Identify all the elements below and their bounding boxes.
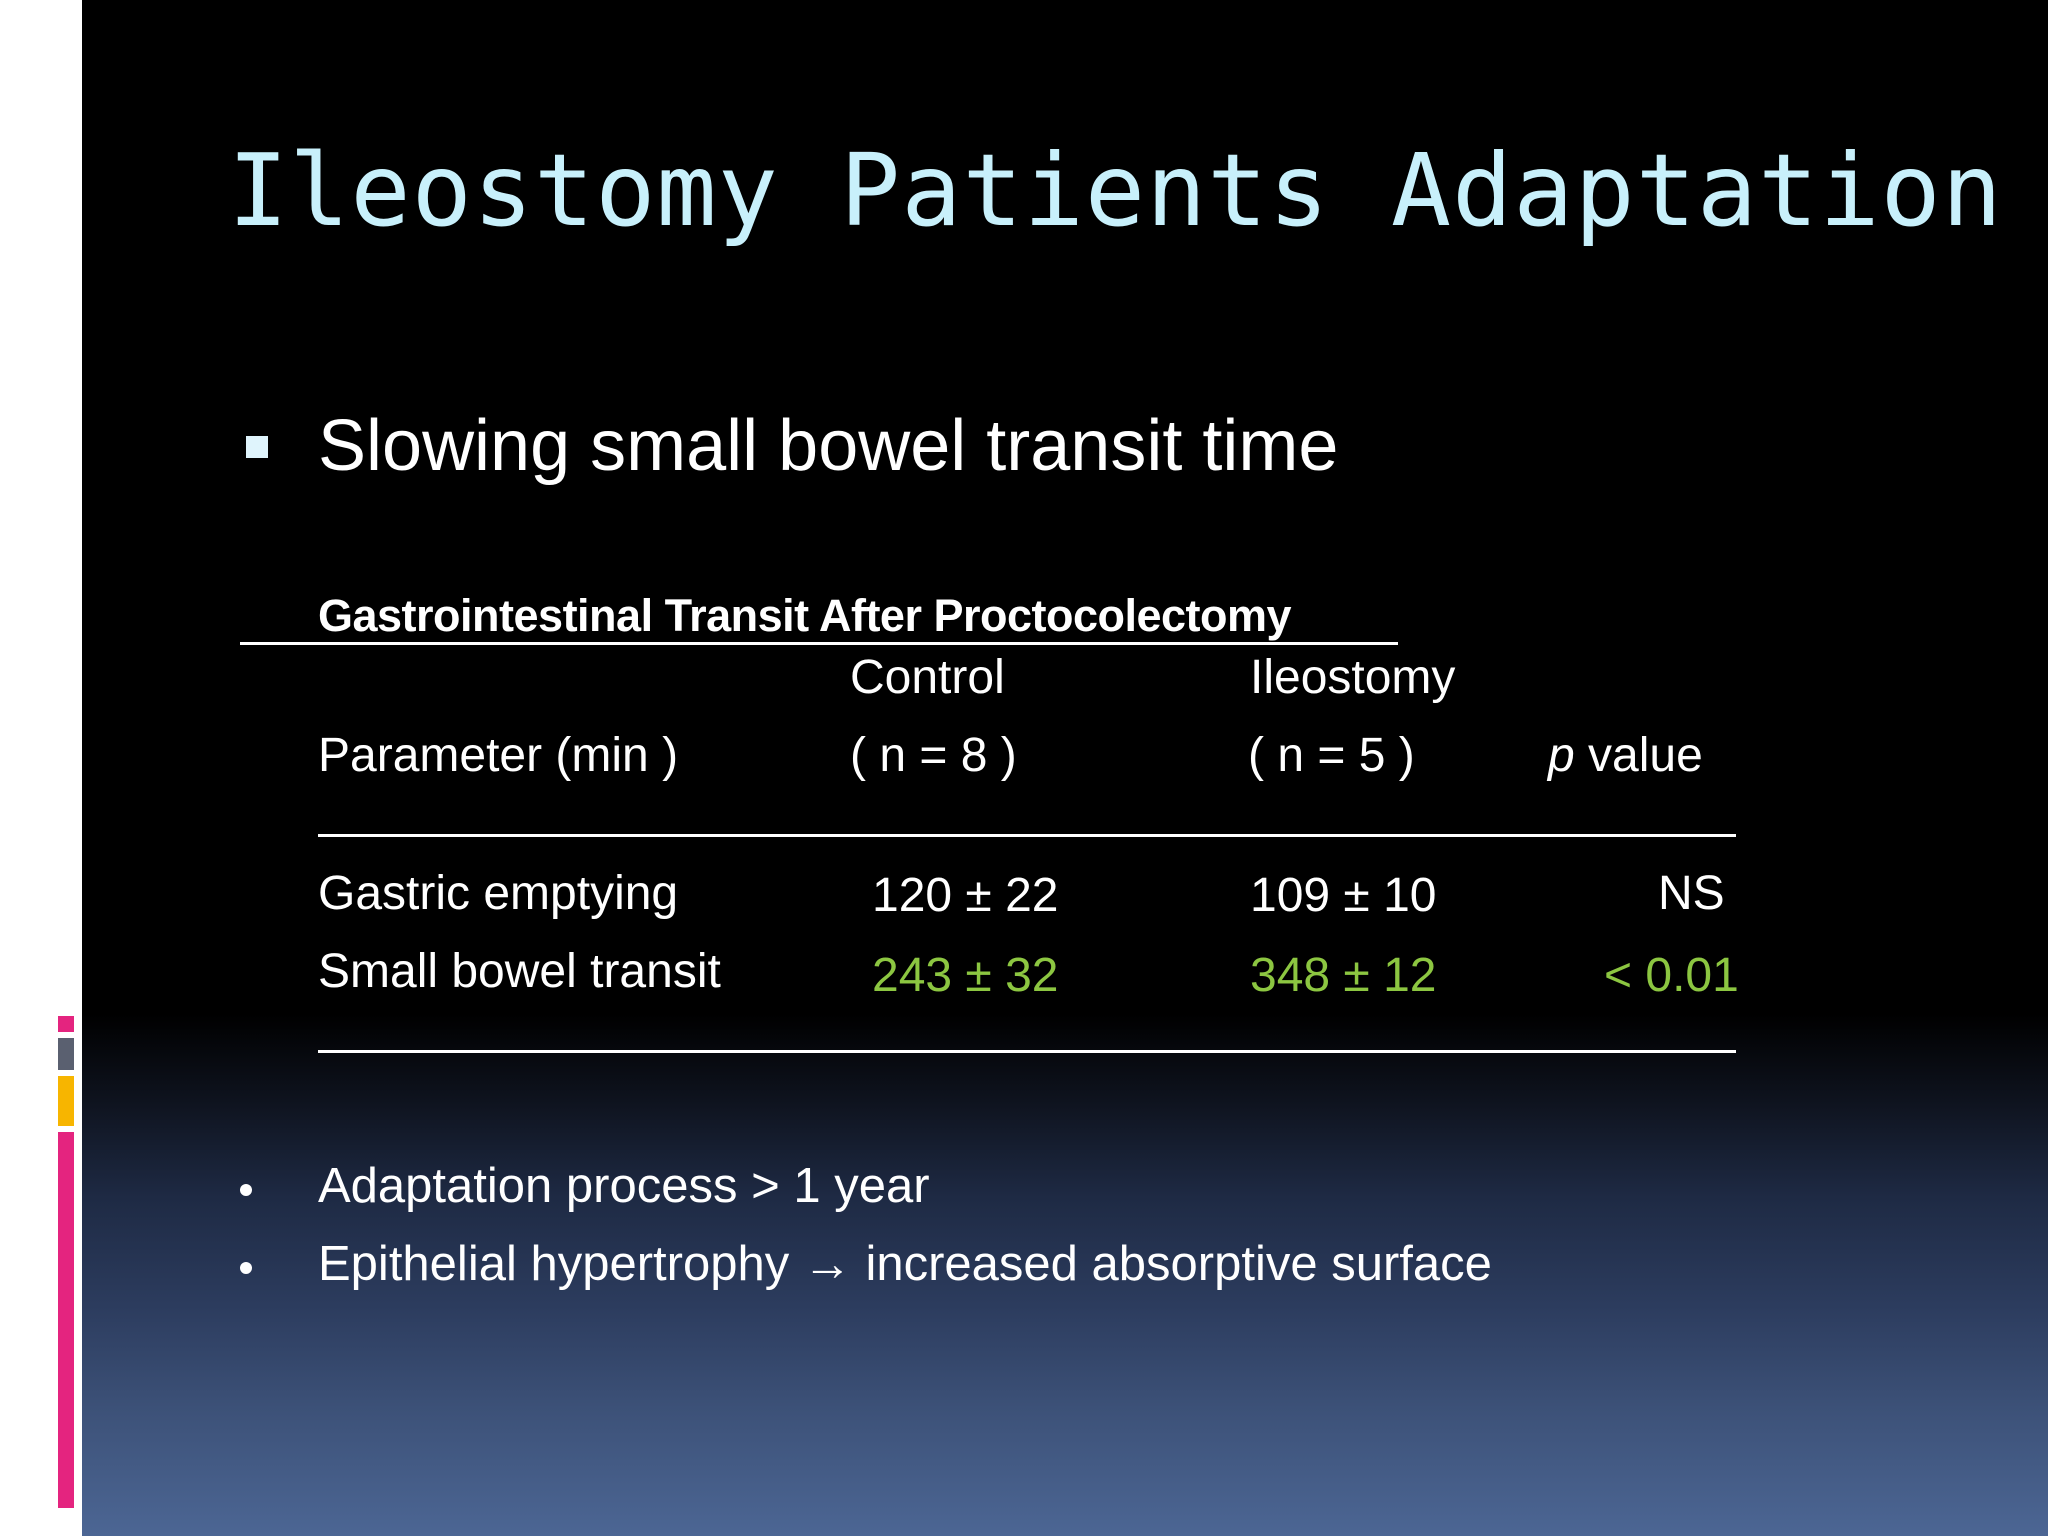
header-ileostomy-n: ( n = 5 ) bbox=[1248, 729, 1415, 782]
accent-bar-gray bbox=[58, 1038, 74, 1070]
row-p: < 0.01 bbox=[1604, 949, 1739, 1002]
header-control-n: ( n = 8 ) bbox=[850, 729, 1017, 782]
row-control: 120 ± 22 bbox=[872, 869, 1059, 922]
row-control: 243 ± 32 bbox=[872, 949, 1059, 1002]
header-ileostomy: Ileostomy bbox=[1250, 651, 1456, 704]
content-panel bbox=[82, 0, 2048, 1536]
sub-bullet-text: Epithelial hypertrophy → increased absor… bbox=[318, 1237, 1492, 1291]
bullet-dot-icon bbox=[240, 1184, 252, 1196]
p-value-label: value bbox=[1574, 729, 1703, 782]
row-parameter: Gastric emptying bbox=[318, 867, 679, 920]
slide-title: Ileostomy Patients Adaptation bbox=[228, 132, 2003, 249]
accent-bar-yellow bbox=[58, 1076, 74, 1126]
barcode-decoration-icon bbox=[48, 152, 80, 234]
header-control: Control bbox=[850, 651, 1005, 704]
table-title-underline bbox=[240, 642, 1398, 645]
sub-bullet-text: Adaptation process > 1 year bbox=[318, 1159, 930, 1213]
accent-bar-pink bbox=[58, 1132, 74, 1508]
table-title: Gastrointestinal Transit After Proctocol… bbox=[318, 590, 1292, 641]
header-parameter: Parameter (min ) bbox=[318, 729, 679, 782]
main-bullet-text: Slowing small bowel transit time bbox=[318, 406, 1339, 486]
table-bottom-rule bbox=[318, 1050, 1736, 1053]
row-ileostomy: 109 ± 10 bbox=[1250, 869, 1437, 922]
row-parameter: Small bowel transit bbox=[318, 945, 721, 998]
row-ileostomy: 348 ± 12 bbox=[1250, 949, 1437, 1002]
row-p: NS bbox=[1658, 867, 1725, 920]
header-p-value: p value bbox=[1548, 728, 1703, 783]
accent-bar-pink-top bbox=[58, 1016, 74, 1032]
p-letter: p bbox=[1548, 729, 1575, 782]
square-bullet-icon bbox=[246, 436, 268, 458]
bullet-dot-icon bbox=[240, 1262, 252, 1274]
header-rule bbox=[318, 834, 1736, 837]
